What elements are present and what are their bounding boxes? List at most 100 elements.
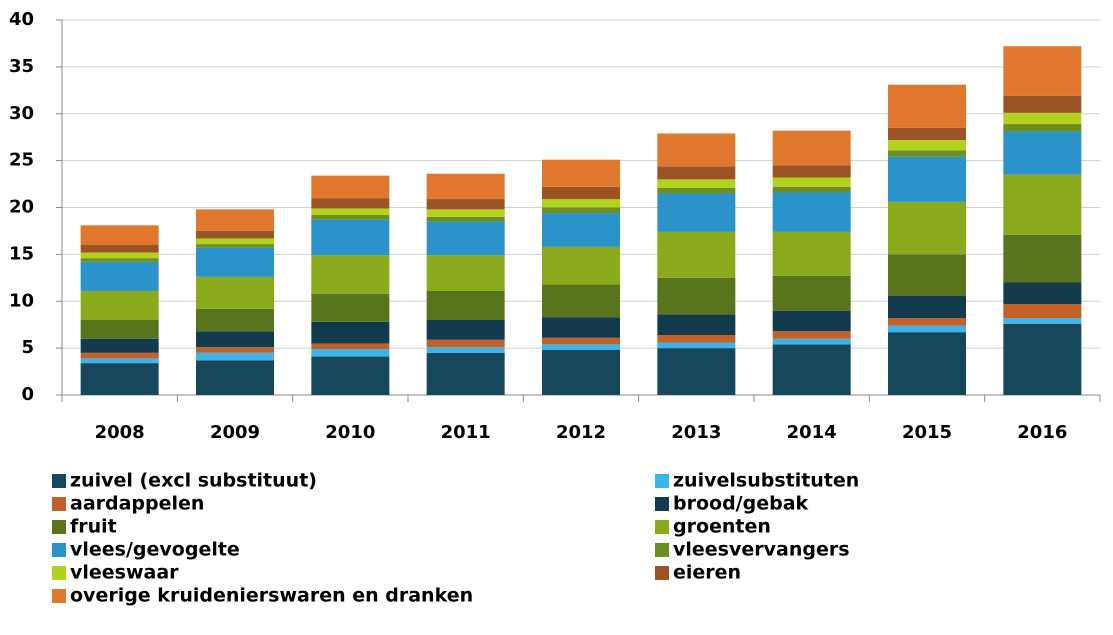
- bar-segment: [196, 209, 274, 231]
- y-tick-label: 20: [9, 197, 34, 218]
- bar-segment: [196, 230, 274, 239]
- bar-segment: [657, 335, 736, 343]
- x-tick-label: 2016: [1017, 422, 1067, 443]
- bar-segment: [888, 318, 966, 326]
- bar-segment: [888, 295, 966, 319]
- bar-segment: [542, 159, 620, 187]
- legend-swatch: [52, 497, 66, 511]
- bar-segment: [80, 363, 159, 395]
- x-tick-label: 2013: [671, 422, 721, 443]
- y-tick-label: 40: [9, 9, 34, 30]
- x-tick-label: 2010: [325, 422, 375, 443]
- bar-segment: [80, 352, 159, 359]
- bar-segment: [311, 215, 390, 220]
- x-tick-label: 2014: [787, 422, 837, 443]
- y-tick-label: 15: [9, 243, 34, 264]
- bar-segment: [772, 344, 851, 395]
- bar-segment: [1003, 323, 1082, 395]
- x-tick-label: 2009: [210, 422, 260, 443]
- y-tick-label: 25: [9, 150, 34, 171]
- legend-label: fruit: [70, 516, 117, 538]
- bar-segment: [311, 349, 390, 357]
- bar-segment: [80, 290, 159, 320]
- bar-segment: [772, 338, 851, 345]
- bar-segment: [311, 219, 390, 256]
- bar-segment: [311, 208, 390, 215]
- bar-segment: [772, 165, 851, 178]
- legend-label: zuivel (excl substituut): [70, 470, 317, 492]
- bar-segment: [196, 352, 274, 361]
- bar-segment: [311, 255, 390, 294]
- x-tick-label: 2008: [95, 422, 145, 443]
- bar-segment: [772, 130, 851, 166]
- bar-segment: [311, 356, 390, 395]
- bar-segment: [657, 342, 736, 349]
- bar-segment: [426, 352, 505, 395]
- legend-swatch: [52, 543, 66, 557]
- bar-segment: [426, 216, 505, 222]
- bar-segment: [196, 347, 274, 353]
- legend-label: vleeswaar: [70, 562, 179, 584]
- bar-segment: [888, 150, 966, 157]
- bar-segment: [196, 331, 274, 348]
- bar-segment: [1003, 282, 1082, 305]
- bar-segment: [888, 201, 966, 255]
- bar-segment: [1003, 95, 1082, 113]
- legend-label: aardappelen: [70, 493, 204, 515]
- bar-segment: [888, 254, 966, 296]
- bar-segment: [196, 308, 274, 332]
- legend-swatch: [655, 543, 669, 557]
- bar-segment: [1003, 112, 1082, 125]
- bar-segment: [311, 293, 390, 322]
- bar-segment: [426, 290, 505, 320]
- bar-segment: [542, 199, 620, 208]
- bar-segment: [80, 358, 159, 364]
- x-tick-label: 2011: [441, 422, 491, 443]
- bar-segment: [657, 179, 736, 188]
- bar-segment: [657, 314, 736, 335]
- bar-segment: [1003, 174, 1082, 235]
- legend-label: brood/gebak: [673, 493, 809, 515]
- legend-label: overige kruidenierswaren en dranken: [70, 585, 473, 607]
- bar-segment: [542, 246, 620, 285]
- bar-segment: [772, 310, 851, 332]
- legend-swatch: [52, 566, 66, 580]
- bar-segment: [772, 192, 851, 232]
- bar-segment: [888, 127, 966, 140]
- bar-segment: [426, 339, 505, 348]
- legend-swatch: [655, 474, 669, 488]
- bar-segment: [426, 209, 505, 217]
- bar-segment: [772, 177, 851, 187]
- bar-segment: [542, 350, 620, 395]
- bar-segment: [542, 213, 620, 247]
- bar-segment: [657, 133, 736, 167]
- bar-segment: [196, 276, 274, 309]
- bar-segment: [426, 199, 505, 210]
- bar-segment: [888, 84, 966, 128]
- bar-segment: [80, 225, 159, 245]
- legend-swatch: [655, 497, 669, 511]
- bar-segment: [657, 231, 736, 278]
- bar-segment: [888, 156, 966, 202]
- bar-segment: [196, 360, 274, 395]
- bar-segment: [426, 347, 505, 353]
- bar-segment: [196, 244, 274, 248]
- bar-segment: [542, 344, 620, 350]
- bar-segment: [80, 245, 159, 253]
- legend-label: zuivelsubstituten: [673, 470, 859, 492]
- bar-segment: [542, 207, 620, 214]
- bar-segment: [772, 186, 851, 193]
- bar-segment: [542, 284, 620, 318]
- legend-label: vleesvervangers: [673, 539, 850, 561]
- bar-segment: [311, 321, 390, 344]
- bar-segment: [80, 338, 159, 353]
- bar-segment: [657, 277, 736, 315]
- bar-segment: [311, 343, 390, 350]
- bar-segment: [657, 166, 736, 180]
- bar-segment: [1003, 304, 1082, 319]
- bar-segment: [1003, 318, 1082, 324]
- y-tick-label: 10: [9, 290, 34, 311]
- y-tick-label: 30: [9, 103, 34, 124]
- bar-segment: [888, 332, 966, 395]
- bar-segment: [1003, 131, 1082, 175]
